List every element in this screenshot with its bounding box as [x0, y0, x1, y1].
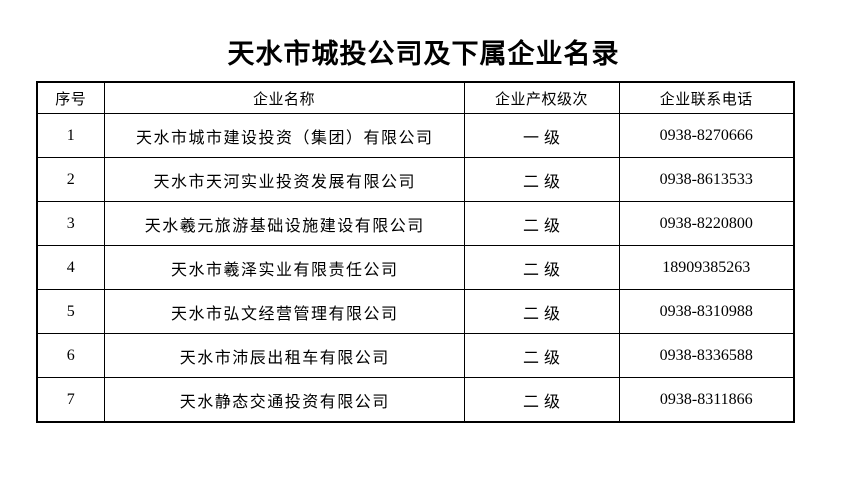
cell-serial-number: 5: [36, 289, 105, 334]
cell-serial-number: 3: [36, 201, 105, 246]
cell-property-level: 二级: [463, 245, 620, 290]
cell-serial-number: 4: [36, 245, 105, 290]
page-title: 天水市城投公司及下属企业名录: [227, 39, 620, 69]
cell-serial-number: 2: [36, 157, 105, 202]
cell-property-level: 一级: [463, 113, 620, 158]
table-row: 2 天水市天河实业投资发展有限公司 二级 0938-8613533: [36, 157, 795, 202]
cell-contact-phone: 0938-8613533: [618, 157, 795, 202]
cell-property-level: 二级: [463, 201, 620, 246]
cell-contact-phone: 0938-8311866: [618, 377, 795, 423]
table-row: 5 天水市弘文经营管理有限公司 二级 0938-8310988: [36, 289, 795, 334]
cell-serial-number: 1: [36, 113, 105, 158]
table-row: 3 天水羲元旅游基础设施建设有限公司 二级 0938-8220800: [36, 201, 795, 246]
cell-contact-phone: 18909385263: [618, 245, 795, 290]
table-row: 7 天水静态交通投资有限公司 二级 0938-8311866: [36, 377, 795, 423]
table-header-row: 序号 企业名称 企业产权级次 企业联系电话: [36, 81, 795, 114]
cell-contact-phone: 0938-8336588: [618, 333, 795, 378]
cell-enterprise-name: 天水市城市建设投资（集团）有限公司: [103, 113, 465, 158]
table-row: 4 天水市羲泽实业有限责任公司 二级 18909385263: [36, 245, 795, 290]
table-row: 1 天水市城市建设投资（集团）有限公司 一级 0938-8270666: [36, 113, 795, 158]
cell-contact-phone: 0938-8270666: [618, 113, 795, 158]
column-header-serial-number: 序号: [36, 81, 105, 114]
cell-enterprise-name: 天水市天河实业投资发展有限公司: [103, 157, 465, 202]
cell-contact-phone: 0938-8220800: [618, 201, 795, 246]
cell-contact-phone: 0938-8310988: [618, 289, 795, 334]
cell-property-level: 二级: [463, 289, 620, 334]
column-header-contact-phone: 企业联系电话: [618, 81, 795, 114]
cell-property-level: 二级: [463, 377, 620, 423]
cell-serial-number: 7: [36, 377, 105, 423]
cell-enterprise-name: 天水市沛辰出租车有限公司: [103, 333, 465, 378]
enterprise-directory-table: 序号 企业名称 企业产权级次 企业联系电话 1 天水市城市建设投资（集团）有限公…: [36, 81, 795, 423]
table-row: 6 天水市沛辰出租车有限公司 二级 0938-8336588: [36, 333, 795, 378]
cell-serial-number: 6: [36, 333, 105, 378]
column-header-enterprise-name: 企业名称: [103, 81, 465, 114]
cell-property-level: 二级: [463, 333, 620, 378]
cell-enterprise-name: 天水市羲泽实业有限责任公司: [103, 245, 465, 290]
cell-property-level: 二级: [463, 157, 620, 202]
cell-enterprise-name: 天水静态交通投资有限公司: [103, 377, 465, 423]
cell-enterprise-name: 天水羲元旅游基础设施建设有限公司: [103, 201, 465, 246]
column-header-property-level: 企业产权级次: [463, 81, 620, 114]
cell-enterprise-name: 天水市弘文经营管理有限公司: [103, 289, 465, 334]
